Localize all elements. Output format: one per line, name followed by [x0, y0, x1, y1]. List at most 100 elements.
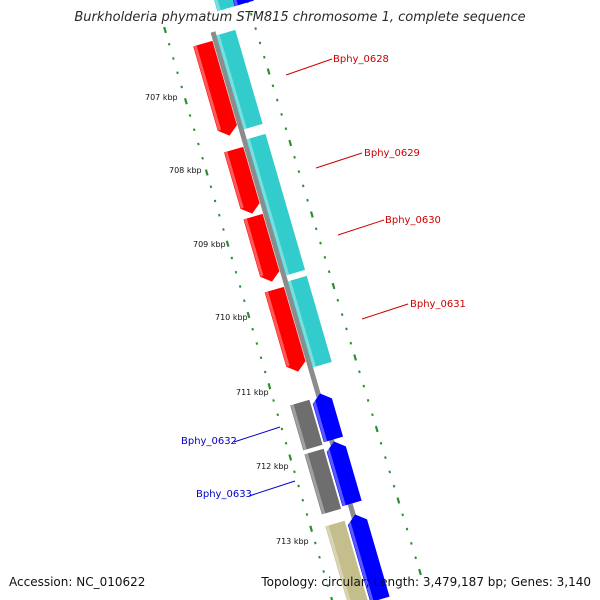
outer-ruler-tick	[197, 142, 200, 146]
outer-ruler-tick	[314, 541, 317, 545]
inner-ruler-tick	[366, 398, 370, 402]
inner-ruler-tick	[340, 313, 344, 317]
leader-line-bphy-0628	[285, 58, 333, 76]
outer-ruler-tick	[243, 299, 246, 303]
inner-ruler-tick	[301, 184, 305, 188]
sequence-summary-text: Topology: circular; Length: 3,479,187 bp…	[261, 575, 591, 589]
gene-bphy-0630	[243, 213, 280, 282]
inner-ruler-tick	[309, 211, 314, 218]
outer-ruler-tick	[163, 26, 167, 34]
inner-ruler-tick	[250, 12, 253, 16]
gene-gray-0632	[290, 399, 323, 451]
inner-ruler-tick	[353, 354, 358, 361]
gene-label-bphy-0633[interactable]: Bphy_0633	[196, 489, 252, 500]
outer-ruler-tick	[192, 128, 196, 132]
inner-ruler-tick	[293, 155, 296, 159]
outer-ruler-tick	[176, 71, 179, 75]
outer-ruler-tick	[172, 57, 175, 60]
ruler-label-711: 711 kbp	[236, 388, 269, 397]
gene-cyan-top	[214, 0, 237, 12]
gene-bphy-0628-partner-shade	[216, 34, 247, 130]
ruler-label-707: 707 kbp	[145, 93, 178, 102]
gene-bphy-0628-shade	[193, 45, 222, 131]
map-title: Burkholderia phymatum STM815 chromosome …	[74, 10, 526, 25]
outer-ruler-tick	[259, 356, 263, 360]
outer-ruler-tick	[318, 555, 321, 559]
outer-ruler-tick	[272, 399, 275, 402]
inner-ruler-tick	[266, 68, 271, 75]
outer-ruler-tick	[251, 327, 254, 331]
inner-ruler-tick	[319, 241, 322, 245]
gene-blue-bottom	[347, 514, 390, 600]
outer-ruler-tick	[213, 199, 217, 203]
outer-ruler-tick	[267, 383, 272, 390]
inner-ruler-tick	[327, 270, 331, 274]
leader-line-bphy-0631	[361, 303, 409, 320]
inner-ruler-tick	[297, 170, 301, 174]
outer-ruler-tick	[246, 311, 251, 319]
gene-blue-top-shade	[233, 0, 239, 7]
gene-bphy-0631-partner	[287, 275, 332, 368]
ruler-label-709: 709 kbp	[193, 240, 226, 249]
gene-bphy-0633-shade	[324, 443, 346, 507]
inner-ruler-tick	[388, 470, 392, 474]
inner-ruler-tick	[410, 541, 413, 545]
gene-bphy-0628-partner	[216, 29, 263, 130]
inner-ruler-tick	[362, 384, 366, 388]
leader-line-bphy-0632	[233, 426, 281, 443]
inner-ruler-tick	[275, 98, 279, 102]
ruler-label-712: 712 kbp	[256, 462, 289, 471]
inner-ruler-tick	[284, 127, 288, 131]
inner-ruler	[245, 0, 422, 576]
inner-ruler-tick	[288, 139, 293, 147]
inner-ruler-tick	[414, 556, 417, 560]
outer-ruler-tick	[209, 185, 213, 189]
inner-ruler-tick	[258, 41, 262, 45]
outer-ruler-tick	[180, 85, 183, 89]
outer-ruler	[163, 26, 334, 600]
leader-line-bphy-0630	[337, 219, 385, 236]
outer-ruler-tick	[201, 156, 204, 160]
inner-ruler-tick	[358, 370, 361, 374]
inner-ruler-tick	[263, 55, 266, 59]
outer-ruler-tick	[309, 525, 314, 532]
outer-ruler-tick	[297, 484, 300, 488]
gene-bphy-0629-shade	[224, 151, 244, 209]
ruler-label-708: 708 kbp	[169, 166, 202, 175]
gene-bphy-0631	[264, 286, 306, 372]
inner-ruler-tick	[349, 341, 353, 345]
outer-ruler-tick	[293, 470, 296, 474]
ruler-labels: 707 kbp 708 kbp 709 kbp 710 kbp 711 kbp …	[145, 93, 309, 546]
inner-ruler-tick	[271, 84, 275, 88]
outer-ruler-tick	[238, 285, 242, 288]
outer-ruler-tick	[222, 228, 225, 231]
gene-bphy-0631-partner-shade	[288, 280, 316, 368]
inner-ruler-tick	[254, 27, 257, 31]
gene-bphy-0633	[326, 441, 362, 507]
outer-ruler-tick	[204, 169, 209, 176]
inner-ruler-tick	[306, 198, 309, 202]
outer-ruler-tick	[188, 114, 192, 117]
gene-gray-0633	[304, 448, 342, 515]
outer-ruler-tick	[263, 370, 267, 374]
gene-label-bphy-0632[interactable]: Bphy_0632	[181, 436, 237, 447]
gene-label-bphy-0628[interactable]: Bphy_0628	[333, 54, 389, 65]
outer-ruler-tick	[276, 413, 280, 417]
gene-gray-0633-shade	[304, 453, 326, 515]
outer-ruler-tick	[305, 513, 309, 516]
gene-bphy-0628	[193, 40, 237, 136]
inner-ruler-tick	[392, 484, 396, 488]
gene-label-bphy-0629[interactable]: Bphy_0629	[364, 148, 420, 159]
inner-ruler-tick	[331, 282, 336, 290]
outer-ruler-tick	[167, 42, 171, 46]
gene-label-bphy-0630[interactable]: Bphy_0630	[385, 215, 441, 226]
gene-label-bphy-0631[interactable]: Bphy_0631	[410, 299, 466, 310]
outer-ruler-tick	[301, 498, 305, 502]
inner-ruler-tick	[280, 112, 283, 116]
outer-ruler-tick	[183, 98, 188, 105]
gene-bphy-0632	[312, 393, 344, 443]
inner-ruler-tick	[379, 441, 383, 445]
gene-bphy-0629-partner	[246, 133, 306, 276]
ruler-label-713: 713 kbp	[276, 537, 309, 546]
